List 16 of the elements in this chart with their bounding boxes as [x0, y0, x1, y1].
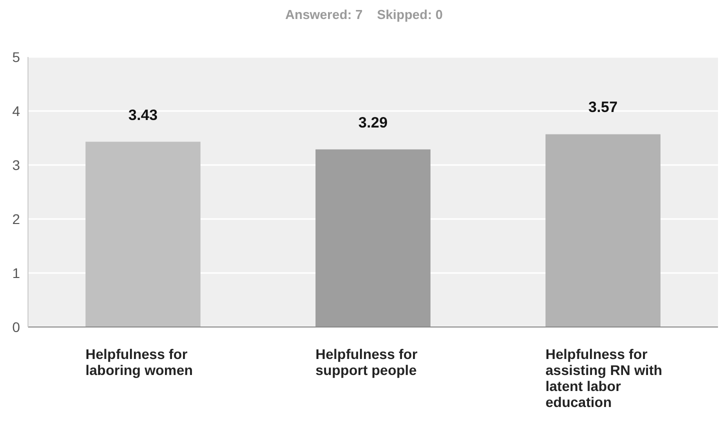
- bar: [546, 134, 660, 327]
- y-tick-label: 3: [12, 156, 20, 173]
- data-label: 3.29: [358, 114, 388, 132]
- data-label: 3.43: [128, 106, 158, 124]
- y-tick-label: 0: [12, 318, 20, 335]
- chart-subtitle: Answered: 7 Skipped: 0: [284, 7, 444, 24]
- x-tick-label: Helpfulness for laboring women: [86, 346, 193, 378]
- y-tick-label: 5: [12, 48, 20, 65]
- x-tick-label: Helpfulness for assisting RN with latent labor education: [546, 346, 662, 410]
- x-tick-label: Helpfulness for support people: [316, 346, 418, 378]
- y-tick-label: 2: [12, 210, 20, 227]
- y-tick-label: 1: [12, 264, 20, 281]
- bar: [316, 149, 430, 327]
- bar: [86, 142, 200, 327]
- data-label: 3.57: [588, 99, 618, 116]
- y-tick-label: 4: [12, 102, 20, 119]
